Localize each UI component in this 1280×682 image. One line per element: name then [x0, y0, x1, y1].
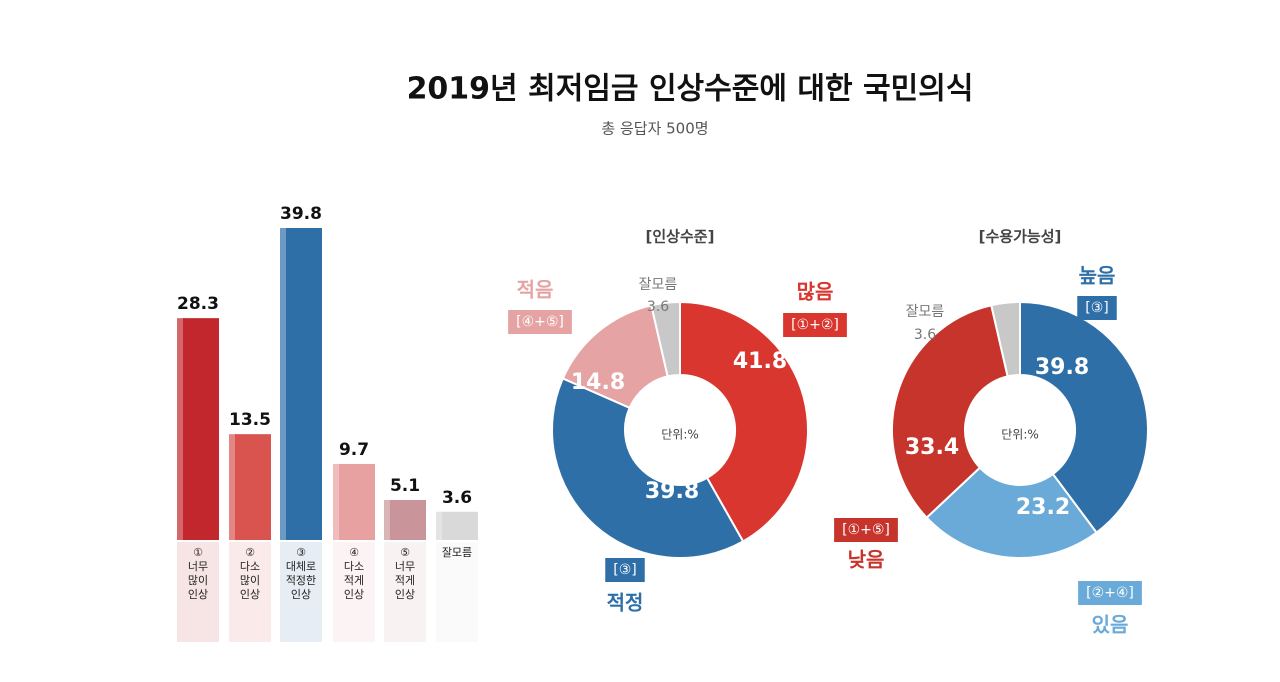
value-label: 13.5: [229, 410, 271, 430]
label-band: [436, 542, 478, 642]
category-label: ④ 다소 적게 인상: [343, 546, 365, 601]
group-label: [③]: [613, 562, 636, 578]
value-label: 41.8: [733, 349, 787, 374]
pie-title: [수용가능성]: [979, 228, 1062, 246]
group-box: [783, 313, 847, 337]
pie-slice: [990, 300, 1021, 378]
label-band: [333, 542, 375, 642]
pie-slice: [679, 300, 809, 543]
group-label: [①+⑤]: [842, 522, 890, 538]
bar-side: [280, 228, 288, 540]
bar: [183, 318, 219, 540]
group-box: [1077, 296, 1117, 320]
category-label: 잘모름: [639, 277, 678, 293]
label-band: [177, 542, 219, 642]
category-label: 적음: [517, 278, 554, 302]
value-label: 3.6: [914, 327, 936, 343]
category-label: ① 너무 많이 인상: [187, 546, 209, 601]
bar-side: [229, 434, 237, 540]
value-label: 39.8: [645, 479, 699, 504]
category-label: 있음: [1092, 613, 1129, 637]
group-label: [①+②]: [791, 317, 839, 333]
value-label: 39.8: [280, 204, 322, 224]
bar-side: [177, 318, 185, 540]
bar: [442, 511, 478, 540]
bar: [339, 463, 375, 540]
label-band: [384, 542, 426, 642]
category-label: ② 다소 많이 인상: [239, 546, 261, 601]
category-label: ⑤ 너무 적게 인상: [394, 546, 416, 601]
group-box: [508, 310, 572, 334]
pie-slice: [925, 466, 1098, 559]
category-label: 잘모름: [906, 304, 945, 320]
category-label: ③ 대체로 적정한 인상: [285, 546, 317, 601]
pie-slice: [1019, 300, 1149, 535]
value-label: 39.8: [1035, 355, 1089, 380]
group-label: [④+⑤]: [516, 314, 564, 330]
value-label: 23.2: [1016, 495, 1070, 520]
category-label: 적정: [607, 591, 644, 615]
pie-slice: [650, 300, 681, 378]
value-label: 3.6: [442, 488, 472, 508]
label-band: [229, 542, 271, 642]
pie-slice: [551, 377, 745, 559]
value-label: 9.7: [339, 440, 369, 460]
bar-side: [436, 511, 444, 540]
bar-side: [384, 500, 392, 540]
group-box: [605, 558, 645, 582]
value-label: 33.4: [905, 435, 959, 460]
group-box: [1078, 581, 1142, 605]
group-label: [③]: [1085, 300, 1108, 316]
pie-title: [인상수준]: [646, 228, 715, 246]
category-label: 잘모름: [441, 546, 473, 559]
value-label: 28.3: [177, 294, 219, 314]
center-label: 단위:%: [661, 428, 699, 442]
group-label: [②+④]: [1086, 585, 1134, 601]
bar-side: [333, 463, 341, 540]
center-label: 단위:%: [1001, 428, 1039, 442]
bar: [390, 500, 426, 540]
value-label: 14.8: [571, 370, 625, 395]
value-label: 5.1: [390, 476, 420, 496]
label-band: [280, 542, 322, 642]
category-label: 많음: [797, 280, 834, 304]
bar: [286, 228, 322, 540]
pie-slice: [891, 304, 1009, 520]
category-label: 높음: [1079, 264, 1116, 288]
subtitle: 총 응답자 500명: [601, 120, 708, 138]
group-box: [834, 518, 898, 542]
value-label: 3.6: [647, 299, 669, 315]
category-label: 낮음: [848, 548, 885, 572]
title: 2019년 최저임금 인상수준에 대한 국민의식: [407, 72, 974, 107]
bar: [235, 434, 271, 540]
